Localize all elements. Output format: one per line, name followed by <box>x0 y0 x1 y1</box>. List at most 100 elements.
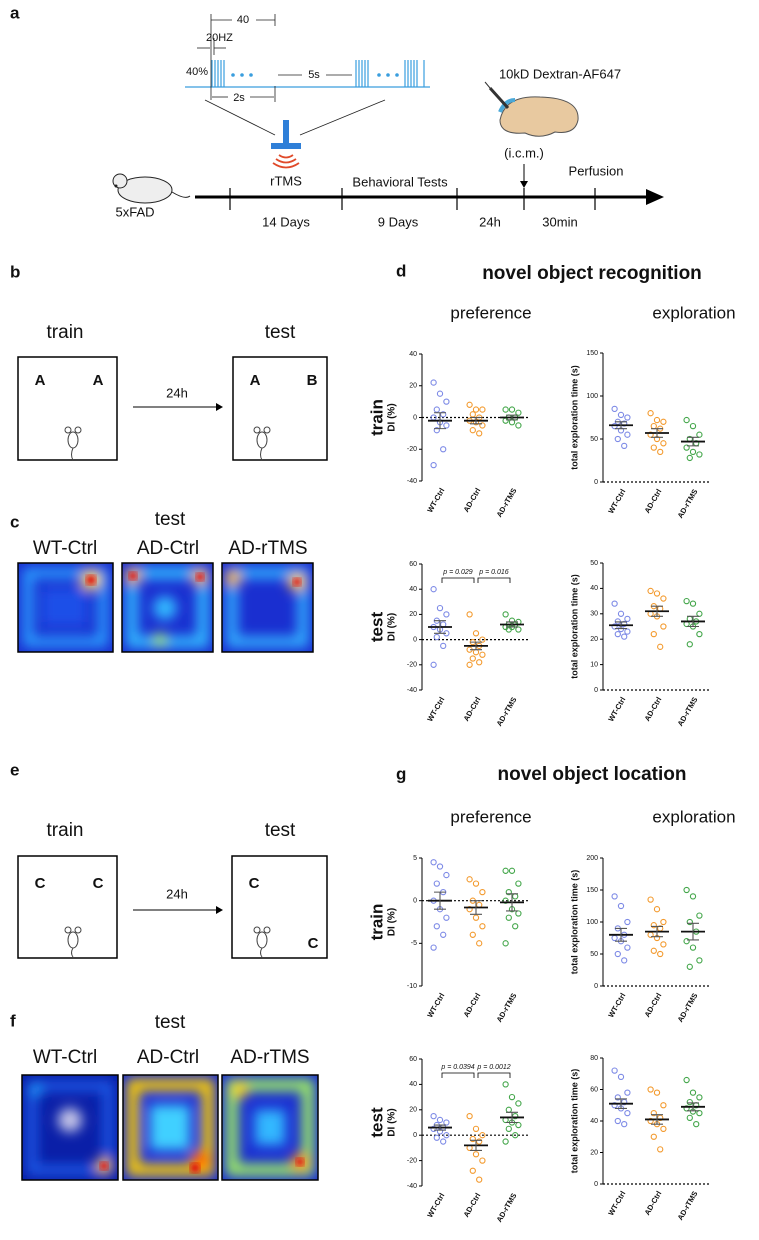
data-point <box>689 944 697 951</box>
heatmap-frame <box>221 1074 319 1181</box>
x-tick-label: AD-Ctrl <box>643 695 664 722</box>
duration: 9 Days <box>378 214 419 229</box>
heatmap <box>123 1075 218 1180</box>
data-point <box>686 454 693 462</box>
x-tick-label: AD-Ctrl <box>643 1189 664 1216</box>
data-point <box>433 1134 440 1141</box>
data-point <box>660 418 667 425</box>
y-tick-label: 20 <box>409 611 417 618</box>
data-point <box>611 1067 618 1074</box>
x-tick-label: AD-Ctrl <box>462 991 483 1018</box>
data-point <box>683 1105 690 1112</box>
heatmap-frame <box>122 1074 219 1181</box>
y-tick-label: 50 <box>590 951 598 958</box>
data-point <box>657 448 664 456</box>
data-point <box>660 595 667 602</box>
data-point <box>505 1106 512 1113</box>
panel-title: test <box>155 1012 186 1033</box>
delay: 24h <box>166 385 188 400</box>
object: C <box>249 875 260 892</box>
data-point <box>647 896 654 903</box>
tracer: 10kD Dextran-AF647 <box>499 66 621 81</box>
x-tick-label: AD-rTMS <box>676 695 700 727</box>
data-point <box>430 461 437 469</box>
x-tick-label: WT-Ctrl <box>606 695 627 723</box>
panel-letter: e <box>10 760 19 779</box>
data-point <box>508 1093 516 1101</box>
x-tick-label: WT-Ctrl <box>606 487 627 515</box>
data-point <box>624 628 631 635</box>
data-point <box>476 430 483 437</box>
data-point <box>624 414 631 421</box>
data-point <box>696 630 703 638</box>
y-tick-label: 40 <box>409 586 417 593</box>
group-label: WT-Ctrl <box>33 538 97 559</box>
brain-icon <box>484 81 579 137</box>
object: A <box>93 372 104 389</box>
data-point <box>660 1125 667 1133</box>
data-point <box>614 950 621 958</box>
data-point <box>683 444 690 451</box>
panel-title: novel object location <box>498 764 687 785</box>
data-point <box>515 422 522 429</box>
error-bar <box>687 1102 699 1112</box>
p-value: p = 0.029 <box>442 569 472 576</box>
arrow-head <box>216 906 223 914</box>
heatmap-frame <box>21 1074 119 1181</box>
x-tick-label: AD-rTMS <box>495 991 519 1023</box>
panel-letter: g <box>396 764 406 783</box>
data-point <box>443 398 450 405</box>
y-tick-label: 20 <box>590 636 598 643</box>
duration: 30min <box>542 214 577 229</box>
y-tick-label: 150 <box>586 887 598 894</box>
data-point <box>476 659 483 666</box>
data-point <box>515 626 522 633</box>
data-point <box>472 880 480 887</box>
data-point <box>660 918 667 926</box>
data-point <box>508 406 516 413</box>
data-point <box>476 1138 483 1145</box>
data-point <box>443 871 450 879</box>
arrow-head <box>216 403 223 411</box>
data-point <box>476 1176 483 1183</box>
error-bar <box>506 414 518 421</box>
data-point <box>611 600 618 607</box>
injection: (i.c.m.) <box>504 145 544 160</box>
data-point <box>436 1116 444 1124</box>
data-point <box>502 867 509 874</box>
data-point <box>611 1102 618 1109</box>
x-tick-label: WT-Ctrl <box>425 991 446 1019</box>
y-axis-label: DI (%) <box>387 908 398 936</box>
pulse-dots <box>231 73 399 77</box>
data-point <box>650 1133 657 1140</box>
y-tick-label: 100 <box>586 919 598 926</box>
perfusion: Perfusion <box>569 163 624 178</box>
data-point <box>430 586 437 593</box>
data-point <box>433 880 440 887</box>
data-point <box>696 1109 703 1117</box>
x-tick-label: WT-Ctrl <box>425 1191 446 1219</box>
panel-letter: a <box>10 3 20 22</box>
data-point <box>689 600 697 607</box>
data-point <box>611 934 618 942</box>
data-point <box>693 1121 700 1128</box>
data-point <box>466 661 473 668</box>
heatmap-frame <box>221 562 314 653</box>
y-axis-label: total exploration time (s) <box>569 574 579 679</box>
x-tick-label: AD-rTMS <box>676 487 700 519</box>
strip-chart: -40 -20 0 20 40 60 DI (%)test WT-Ctrl AD-Ctrl AD-… <box>367 1056 530 1224</box>
data-point <box>433 923 440 930</box>
data-point <box>443 914 450 921</box>
y-tick-label: 10 <box>590 661 598 668</box>
data-point <box>686 1098 693 1106</box>
x-tick-label: WT-Ctrl <box>606 1189 627 1217</box>
data-point <box>508 867 516 874</box>
strip-chart: 0 20 40 60 80 total exploration time (s) WT-Ct… <box>569 1055 711 1222</box>
y-axis-label: DI (%) <box>387 1108 398 1136</box>
data-point <box>624 944 631 951</box>
data-point <box>430 379 437 386</box>
panel-title: test <box>155 509 186 530</box>
column-title: exploration <box>652 807 735 826</box>
x-tick-label: AD-Ctrl <box>643 991 664 1018</box>
data-point <box>443 1132 450 1139</box>
